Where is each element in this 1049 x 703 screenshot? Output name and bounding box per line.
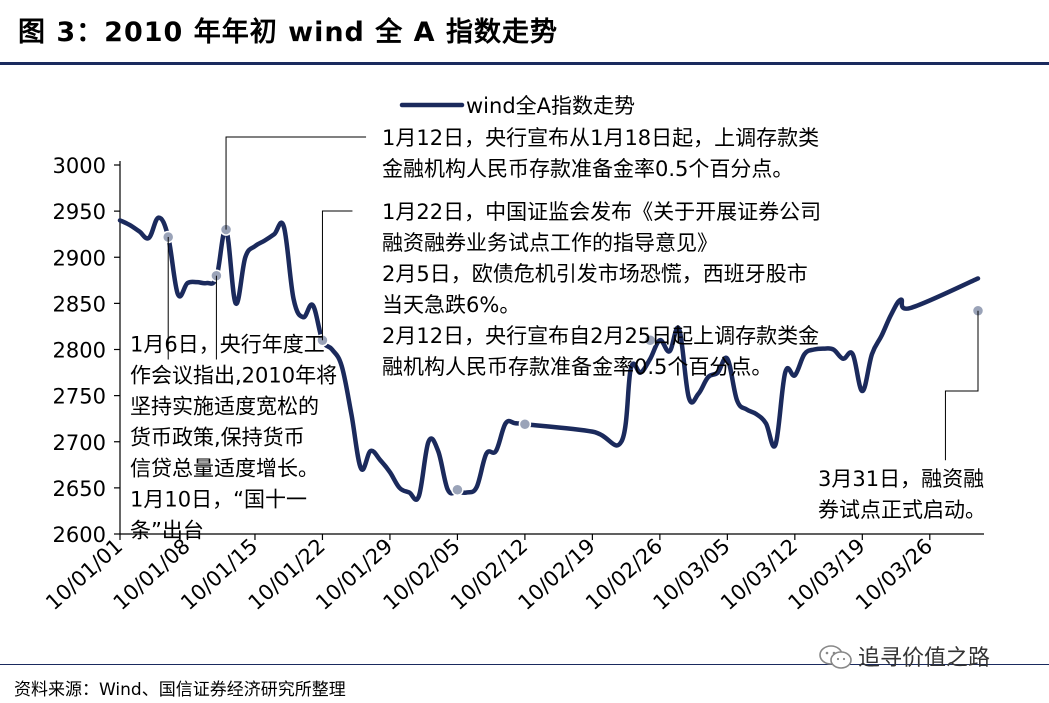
annotation-line: 条”出台 [130,519,204,543]
y-tick-label: 2700 [53,431,106,455]
chart-series [117,215,981,502]
annotation-line: 2月12日，央行宣布自2月25日起上调存款类金 [382,324,819,348]
figure-title: 图 3：2010 年年初 wind 全 A 指数走势 [18,17,558,48]
annotation-line: 当天急跌6%。 [382,293,520,317]
event-marker [518,417,532,431]
chart-annotations: 1月12日，央行宣布从1月18日起，上调存款类金融机构人民币存款准备金率0.5个… [130,126,986,543]
annotation-line: 金融机构人民币存款准备金率0.5个百分点。 [382,157,793,181]
annotation-line: 融机构人民币存款准备金率0.5个百分点。 [382,355,772,379]
y-tick-label: 2600 [53,523,106,547]
annotation-line: 信贷总量适度增长。 [130,457,319,481]
source-note: 资料来源：Wind、国信证券经济研究所整理 [14,680,346,700]
annotation-leader [225,136,367,230]
annotation-line: 1月10日，“国十一 [130,488,307,512]
annotation-line: 1月22日，中国证监会发布《关于开展证券公司 [382,200,821,224]
event-marker [643,334,657,347]
annotation-line: 货币政策,保持货币 [130,426,305,450]
annotation-a4: 2月12日，央行宣布自2月25日起上调存款类金融机构人民币存款准备金率0.5个百… [382,324,819,379]
legend-label: wind全A指数走势 [466,94,635,118]
figure-header: 图 3：2010 年年初 wind 全 A 指数走势 [0,0,1049,60]
annotation-a5: 1月6日，央行年度工作会议指出,2010年将坚持实施适度宽松的货币政策,保持货币… [130,333,337,543]
series-line-wind-a [117,215,981,502]
annotation-line: 3月31日，融资融 [818,467,984,491]
annotation-line: 坚持实施适度宽松的 [130,395,319,419]
annotation-a1: 1月12日，央行宣布从1月18日起，上调存款类金融机构人民币存款准备金率0.5个… [382,126,819,181]
chart-axes: 26002650270027502800285029002950300010/0… [41,154,984,615]
annotation-line: 券试点正式启动。 [818,498,986,522]
header-rule [0,62,1049,65]
chart-legend: wind全A指数走势 [399,94,635,118]
annotation-line: 1月12日，央行宣布从1月18日起，上调存款类 [382,126,819,150]
y-tick-label: 3000 [53,154,106,178]
y-tick-label: 2900 [53,246,106,270]
annotation-leader [944,310,979,461]
annotation-line: 2月5日，欧债危机引发市场恐慌，西班牙股市 [382,262,808,286]
line-chart: 26002650270027502800285029002950300010/0… [41,94,986,615]
y-tick-label: 2800 [53,339,106,363]
annotation-line: 作会议指出,2010年将 [130,364,337,388]
y-tick-label: 2750 [53,385,106,409]
watermark-text: 追寻价值之路 [858,646,991,671]
annotation-leader [321,210,353,341]
annotation-line: 融资融券业务试点工作的指导意见》 [382,231,718,255]
y-tick-label: 2850 [53,292,106,316]
event-marker [451,483,464,496]
footer-rule [0,664,1049,665]
wechat-icon [819,645,852,669]
y-tick-label: 2950 [53,200,106,224]
annotation-line: 1月6日，央行年度工 [130,333,325,357]
y-tick-label: 2650 [53,477,106,501]
